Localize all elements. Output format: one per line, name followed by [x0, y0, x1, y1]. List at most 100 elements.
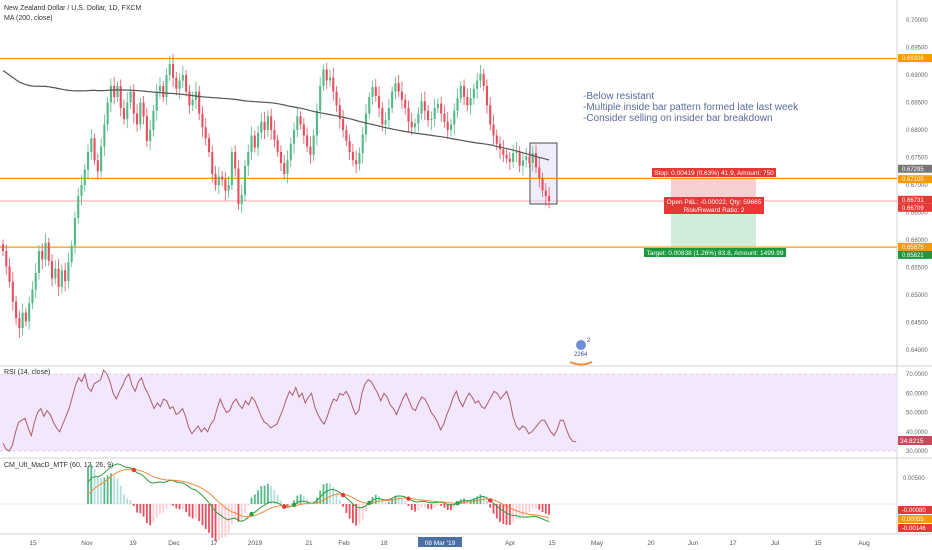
stop-zone: [671, 177, 756, 201]
candle-body: [361, 134, 364, 154]
macd-badge-bottom-bg: [898, 524, 932, 532]
candle-body: [1, 244, 5, 251]
macd-badge-top: -0.00080: [902, 508, 926, 514]
candle: [400, 81, 403, 109]
rsi-pane[interactable]: 70.0000 60.0000 50.0000 40.0000 30.0000 34.8…: [0, 369, 932, 455]
candle-body: [41, 251, 44, 260]
rsi-tick-label: 60.0000: [906, 391, 928, 397]
candle: [80, 175, 83, 206]
time-tick-label: Dec: [168, 540, 180, 547]
macd-histogram-bar: [132, 504, 135, 506]
candle-body: [404, 99, 407, 108]
candle: [371, 80, 374, 106]
candle: [257, 126, 260, 156]
price-pane[interactable]: 0.70000 0.69500 0.69000 0.68500 0.68000 0.675…: [0, 18, 932, 354]
candle-body: [348, 141, 351, 152]
candle: [51, 254, 54, 287]
candle: [306, 127, 309, 153]
candle: [5, 244, 8, 275]
candle-body: [292, 130, 296, 144]
macd-histogram-bar: [155, 504, 158, 518]
candle: [142, 95, 145, 125]
macd-histogram-bar: [276, 494, 279, 504]
macd-histogram-bar: [440, 504, 443, 506]
macd-histogram-bar: [296, 495, 299, 504]
price-tick-label: 0.70000: [906, 18, 928, 24]
price-badge-text: 0.66709: [902, 206, 924, 212]
macd-histogram-bar: [427, 504, 429, 509]
candle-body: [273, 130, 276, 140]
macd-histogram-bar: [446, 504, 449, 510]
macd-pane[interactable]: 0.00500 -0.00080 0.00055 -0.00146: [0, 463, 932, 542]
price-tick-label: 0.66000: [906, 238, 928, 244]
macd-histogram-bar: [90, 464, 93, 504]
candle-body: [485, 86, 489, 106]
open-pnl-label: Open P&L: -0.00022, Qty: 59665: [667, 199, 762, 206]
target-label: Target: 0.00838 (1.26%) 83.8, Amount: 14…: [647, 250, 784, 257]
candle: [342, 109, 345, 138]
candle: [312, 129, 315, 162]
candle-body: [100, 146, 103, 172]
candle-body: [299, 116, 302, 125]
candle: [37, 245, 41, 280]
macd-histogram-bar: [263, 485, 266, 504]
time-axis[interactable]: 15Nov19Dec17201921Feb18Mar08 Mar '19Apr1…: [29, 537, 870, 547]
price-badge-text: 0.65821: [902, 253, 924, 259]
candle-body: [217, 176, 220, 185]
candle: [276, 134, 279, 157]
candle: [338, 97, 341, 129]
candle-body: [531, 153, 534, 163]
candle-body: [155, 91, 158, 111]
macd-histogram-bar: [410, 504, 413, 510]
candle-body: [149, 130, 152, 141]
macd-histogram-bar: [224, 504, 227, 537]
candle: [243, 159, 247, 202]
candle: [113, 76, 116, 105]
candle-body: [342, 119, 345, 130]
candle: [407, 100, 410, 132]
candle-body: [113, 86, 116, 97]
price-tick-label: 0.64500: [906, 321, 928, 327]
idea-counter-badge[interactable]: 2 2264: [569, 338, 593, 366]
candle-body: [90, 138, 93, 152]
candle-body: [44, 242, 47, 260]
time-tick-label: 15: [548, 540, 556, 547]
candle: [214, 165, 217, 191]
macd-histogram-bar: [492, 504, 495, 514]
macd-histogram-bar: [430, 504, 433, 510]
candle: [430, 111, 433, 130]
candle: [230, 147, 233, 190]
candle-body: [495, 135, 498, 144]
macd-histogram-bar: [191, 504, 194, 519]
macd-histogram-bar: [100, 478, 102, 504]
time-tick-label: 20: [647, 540, 655, 547]
candle-body: [188, 91, 191, 106]
candle-body: [122, 108, 126, 119]
candle: [387, 98, 390, 128]
candle-body: [309, 146, 312, 155]
price-tick-label: 0.66500: [906, 211, 928, 217]
candle-body: [413, 123, 417, 128]
candle: [171, 54, 175, 87]
macd-histogram-bar: [103, 477, 106, 504]
macd-histogram-bar: [541, 504, 544, 513]
candle-body: [136, 113, 139, 125]
macd-histogram-bar: [463, 498, 465, 504]
candle: [44, 233, 47, 267]
price-badge-ma: [898, 164, 932, 173]
candle-body: [8, 266, 11, 282]
candle: [384, 112, 387, 135]
time-tick-label: 17: [729, 540, 737, 547]
candle: [162, 81, 165, 102]
candle-body: [410, 121, 413, 128]
macd-histogram-bar: [172, 504, 174, 506]
macd-histogram-bar: [240, 504, 243, 521]
macd-histogram-bar: [273, 489, 276, 504]
macd-histogram-bar: [325, 483, 328, 504]
candle-body: [152, 110, 155, 130]
macd-histogram-bar: [149, 504, 152, 526]
macd-histogram-bar: [270, 485, 273, 504]
price-badge-res-mid: [898, 175, 932, 184]
candle-body: [322, 69, 325, 86]
